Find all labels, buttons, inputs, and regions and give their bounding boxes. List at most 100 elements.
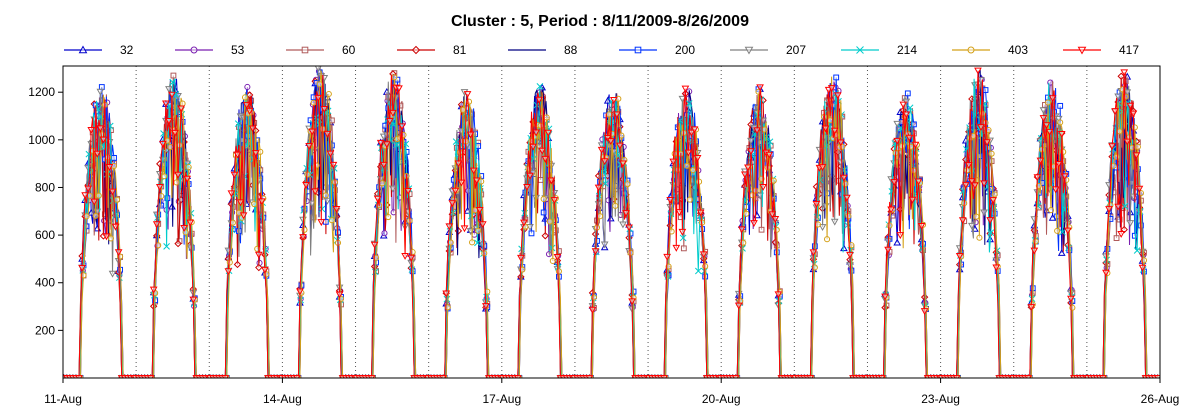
data-point [370, 241, 379, 249]
data-point [475, 227, 482, 234]
data-point [1113, 153, 1120, 160]
data-point [773, 226, 780, 233]
data-point [158, 140, 167, 148]
data-point [457, 179, 466, 187]
data-point [606, 214, 615, 222]
data-point [904, 90, 911, 97]
legend-label: 88 [564, 43, 578, 57]
legend-label: 32 [120, 43, 134, 57]
data-point [165, 117, 173, 125]
data-point [78, 45, 88, 54]
data-point [809, 249, 818, 257]
data-point [95, 192, 102, 199]
data-point [818, 164, 827, 172]
data-point [585, 375, 594, 378]
data-point [541, 155, 550, 163]
data-point [744, 46, 754, 55]
data-point [824, 190, 830, 197]
data-point [1051, 186, 1060, 194]
data-point [774, 291, 783, 299]
data-point [547, 177, 556, 185]
x-tick-label: 11-Aug [44, 392, 82, 406]
data-point [821, 125, 830, 133]
data-point [685, 100, 693, 107]
data-point [679, 234, 687, 242]
data-point [1111, 108, 1119, 116]
data-point [878, 375, 886, 378]
data-point [105, 164, 114, 171]
data-point [856, 46, 864, 54]
data-point [532, 129, 540, 137]
data-point [1114, 93, 1122, 101]
data-point [84, 185, 93, 193]
data-point [439, 375, 448, 378]
data-point [251, 150, 260, 158]
legend-label: 417 [1119, 43, 1139, 57]
data-point [908, 196, 917, 204]
data-point [251, 201, 258, 208]
plot-area [63, 66, 1160, 378]
data-point [625, 224, 633, 232]
data-point [600, 241, 609, 249]
data-point [920, 308, 929, 316]
data-point [986, 217, 994, 225]
data-point [544, 129, 553, 137]
data-point [992, 264, 1001, 272]
y-tick-label: 200 [35, 323, 55, 337]
data-point [530, 155, 538, 163]
data-point [686, 196, 693, 203]
data-point [1131, 232, 1138, 239]
legend-item: 403 [952, 43, 1028, 57]
data-point [983, 139, 991, 147]
data-point [376, 139, 385, 147]
data-point [1039, 107, 1048, 115]
data-point [689, 167, 697, 174]
data-point [555, 268, 562, 275]
data-point [1108, 143, 1116, 151]
x-tick-label: 17-Aug [482, 392, 521, 406]
data-point [614, 152, 621, 159]
data-point [108, 188, 117, 196]
data-point [1036, 157, 1045, 165]
legend-item: 53 [175, 43, 245, 57]
data-point [173, 179, 180, 186]
legend-item: 60 [286, 43, 356, 57]
data-point [1121, 202, 1129, 210]
y-tick-label: 400 [35, 276, 55, 290]
data-point [893, 238, 902, 246]
data-point [395, 85, 403, 93]
data-point [107, 235, 115, 242]
data-point [376, 176, 385, 184]
x-tick-label: 14-Aug [263, 392, 302, 406]
data-point [326, 150, 335, 158]
data-point [98, 84, 105, 90]
data-point [1038, 146, 1045, 153]
data-point [968, 222, 976, 230]
data-point [890, 179, 899, 187]
data-point [478, 178, 485, 185]
data-point [606, 111, 613, 118]
data-point [325, 90, 332, 98]
data-point [165, 86, 173, 94]
chart-title: Cluster : 5, Period : 8/11/2009-8/26/200… [451, 13, 749, 30]
data-point [233, 260, 242, 269]
data-point [523, 184, 531, 191]
data-point [694, 267, 702, 275]
data-point [242, 102, 251, 110]
data-point [297, 296, 305, 304]
data-point [550, 197, 559, 205]
axes: 200 400 600 800 1000 1200 11-Aug 14-Aug 17-Aug 20… [28, 65, 1179, 406]
data-point [1030, 247, 1039, 255]
data-point [469, 167, 478, 175]
data-point [806, 375, 815, 378]
data-point [255, 263, 263, 272]
data-point [92, 212, 99, 219]
data-point [1045, 128, 1054, 136]
data-point [1024, 375, 1033, 378]
data-point [756, 192, 764, 200]
data-point [747, 137, 755, 145]
data-point [906, 104, 914, 112]
data-point [301, 46, 309, 54]
data-point [538, 147, 547, 155]
